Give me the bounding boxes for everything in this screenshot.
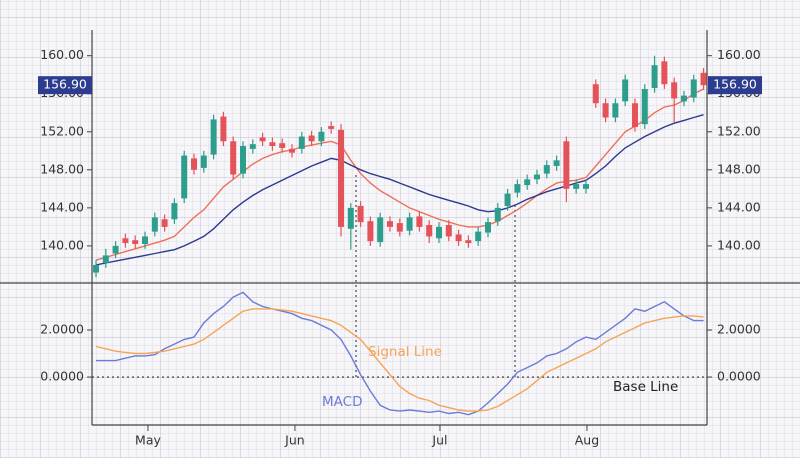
y-tick-label: 140.00	[40, 237, 84, 252]
candle-body	[132, 240, 139, 245]
candle-body	[328, 126, 335, 129]
candle-body	[514, 184, 521, 193]
candle-body	[269, 142, 276, 147]
candle-body	[210, 119, 217, 155]
candle-body	[582, 184, 589, 189]
y-tick-label: 144.00	[717, 199, 761, 214]
candle-body	[249, 144, 256, 149]
moving-average	[95, 88, 704, 261]
indicator-line	[95, 308, 704, 412]
y-tick-label: 152.00	[40, 123, 84, 138]
candle-body	[318, 131, 325, 142]
moving-average	[95, 114, 704, 266]
y-tick-label: 140.00	[717, 237, 761, 252]
candle-body	[298, 136, 305, 149]
candle-body	[357, 205, 364, 223]
candle-body	[416, 216, 423, 227]
candle-body	[612, 103, 619, 118]
candle-body	[455, 234, 462, 242]
candle-body	[592, 84, 599, 104]
candle-body	[200, 155, 207, 168]
candle-body	[475, 231, 482, 242]
candle-body	[690, 79, 697, 98]
candle-body	[524, 179, 531, 186]
candle-body	[93, 264, 100, 273]
y-tick-label: 148.00	[40, 161, 84, 176]
series-label: Signal Line	[368, 344, 442, 360]
candle-body	[181, 155, 188, 199]
y-tick-label: 2.0000	[40, 322, 84, 337]
price-tag	[708, 76, 762, 95]
price-tag-label: 156.90	[43, 77, 87, 92]
x-tick-label: May	[135, 433, 161, 448]
candle-body	[641, 88, 648, 125]
y-tick-label: 160.00	[40, 47, 84, 62]
candle-body	[308, 135, 315, 142]
candle-body	[386, 221, 393, 227]
candle-body	[573, 184, 580, 189]
x-tick-label: Jun	[284, 433, 305, 448]
candle-body	[240, 146, 247, 174]
x-tick-label: Jul	[431, 433, 447, 448]
candle-body	[680, 95, 687, 102]
candle-body	[406, 217, 413, 231]
candle-body	[426, 224, 433, 237]
y-tick-label: 2.0000	[717, 322, 761, 337]
candle-body	[445, 224, 452, 237]
candle-body	[171, 203, 178, 220]
y-tick-label: 0.0000	[717, 369, 761, 384]
y-tick-label: 148.00	[717, 161, 761, 176]
candle-body	[122, 238, 129, 244]
candle-body	[651, 65, 658, 89]
price-tag-label: 156.90	[713, 77, 757, 92]
candle-body	[622, 79, 629, 102]
candle-body	[671, 82, 678, 99]
base-line-label: Base Line	[613, 379, 678, 395]
candle-body	[563, 141, 570, 189]
y-tick-label: 144.00	[40, 199, 84, 214]
candle-body	[289, 148, 296, 153]
candle-body	[533, 174, 540, 180]
y-tick-label: 152.00	[717, 123, 761, 138]
candle-body	[230, 141, 237, 175]
candle-body	[484, 222, 491, 233]
candle-body	[465, 240, 472, 244]
candle-body	[435, 226, 442, 239]
candle-body	[631, 103, 638, 128]
candle-body	[377, 217, 384, 243]
candle-body	[142, 236, 149, 245]
x-tick-label: Aug	[575, 433, 599, 448]
candle-body	[553, 160, 560, 167]
candle-body	[347, 207, 354, 229]
candle-body	[151, 217, 158, 232]
candle-body	[102, 255, 109, 264]
candle-body	[337, 129, 344, 227]
candle-body	[259, 137, 266, 142]
candle-body	[279, 143, 286, 148]
candle-body	[220, 116, 227, 142]
price-tag	[38, 76, 92, 95]
candle-body	[700, 72, 707, 86]
series-label: MACD	[322, 394, 362, 410]
candle-body	[161, 219, 168, 227]
candle-body	[494, 207, 501, 222]
candle-body	[504, 193, 511, 206]
y-tick-label: 0.0000	[40, 369, 84, 384]
candle-body	[543, 165, 550, 174]
indicator-line	[96, 291, 704, 416]
candle-body	[191, 158, 198, 170]
candle-body	[602, 103, 609, 118]
candle-body	[661, 61, 668, 85]
candle-body	[367, 221, 374, 242]
y-tick-label: 160.00	[717, 47, 761, 62]
candle-body	[396, 223, 403, 232]
candle-body	[112, 245, 119, 254]
